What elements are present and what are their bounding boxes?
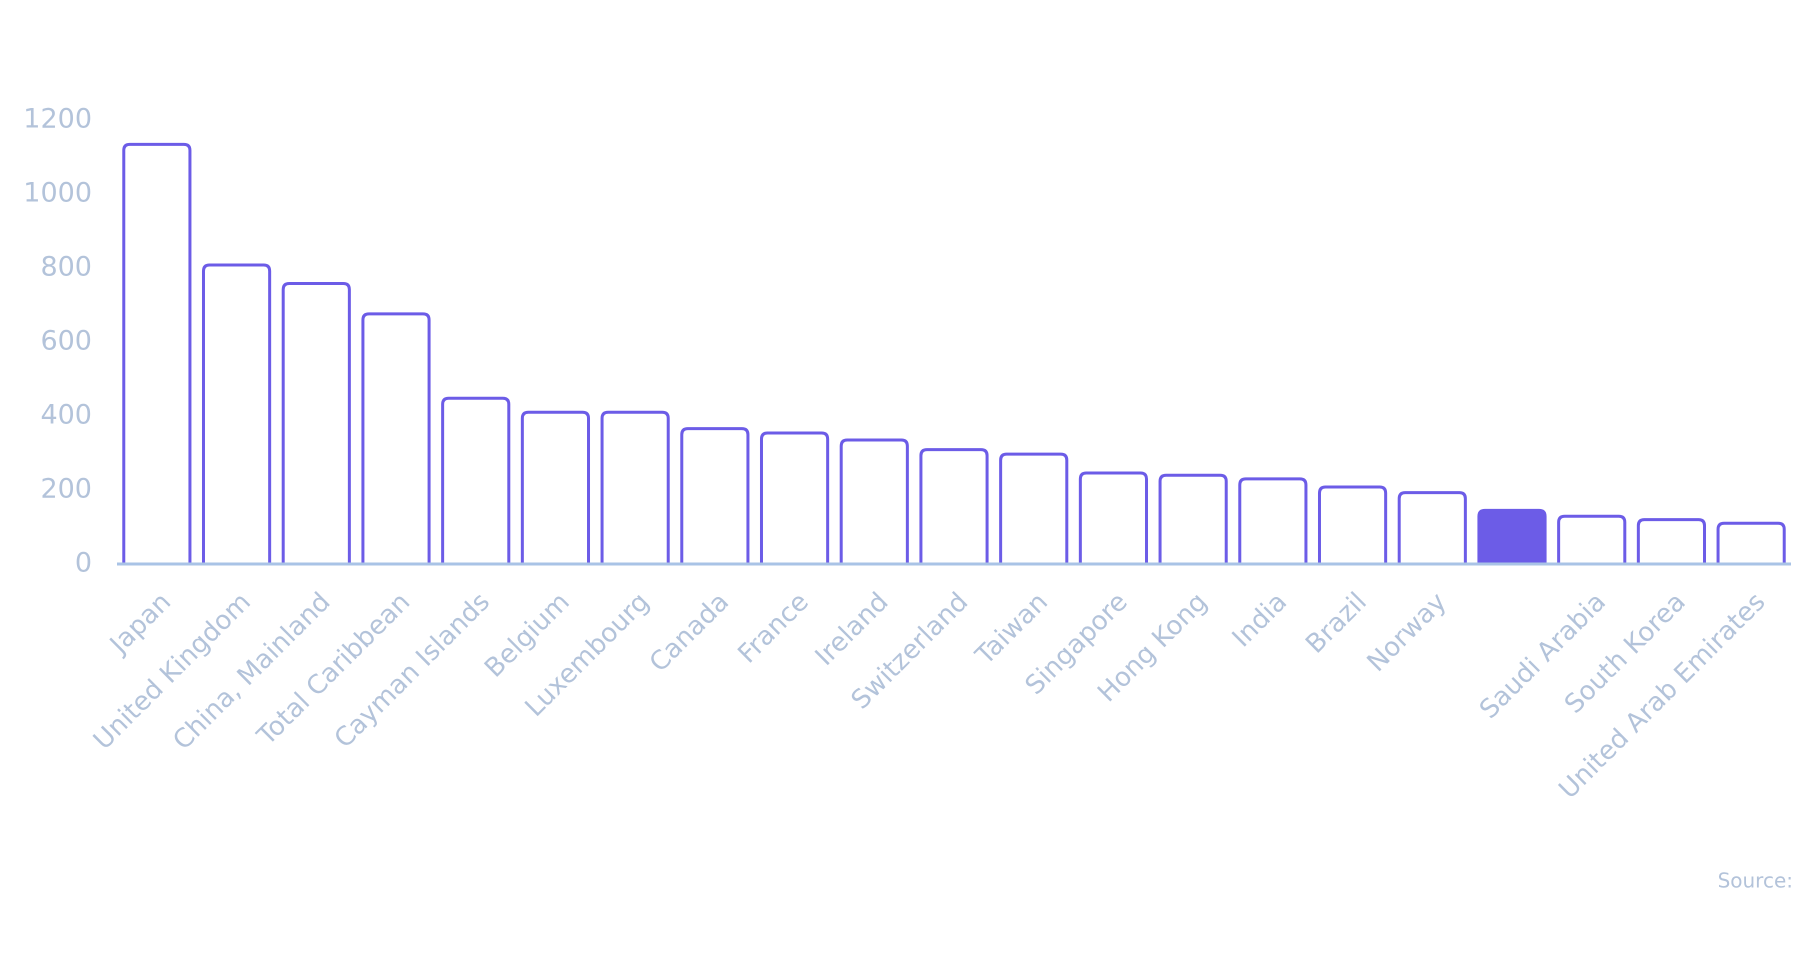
bar xyxy=(441,396,511,564)
y-tick-label: 200 xyxy=(40,474,92,505)
bar xyxy=(999,452,1069,564)
y-tick-label: 400 xyxy=(40,400,92,431)
bar xyxy=(1078,471,1149,564)
bar xyxy=(600,410,670,564)
x-tick-label: France xyxy=(732,587,814,669)
bar xyxy=(361,312,431,564)
bar xyxy=(680,427,750,564)
y-tick-label: 600 xyxy=(40,326,92,357)
y-tick-label: 800 xyxy=(40,252,92,283)
bar xyxy=(201,263,272,564)
bar xyxy=(919,448,989,564)
x-tick-label: Canada xyxy=(644,587,735,678)
bar xyxy=(281,282,351,564)
bar xyxy=(1317,485,1388,564)
y-tick-label: 1200 xyxy=(23,104,92,135)
x-tick-label: India xyxy=(1227,587,1293,653)
source-note: Source: xyxy=(1718,869,1793,893)
bar xyxy=(1636,518,1707,564)
bar xyxy=(520,410,591,564)
x-tick-label: Brazil xyxy=(1300,587,1373,660)
y-tick-label: 0 xyxy=(75,548,92,579)
bar xyxy=(1397,491,1467,564)
bar xyxy=(1557,514,1627,564)
x-tick-label: Cayman Islands xyxy=(329,587,496,754)
bar xyxy=(1716,521,1786,564)
bar xyxy=(839,438,909,564)
x-tick-label: Japan xyxy=(103,587,177,661)
bar xyxy=(122,142,192,564)
bar xyxy=(1158,473,1228,564)
bar xyxy=(1477,508,1547,564)
x-tick-label: Norway xyxy=(1362,587,1453,678)
bar xyxy=(759,431,830,564)
bar xyxy=(1238,477,1308,564)
y-tick-label: 1000 xyxy=(23,178,92,209)
